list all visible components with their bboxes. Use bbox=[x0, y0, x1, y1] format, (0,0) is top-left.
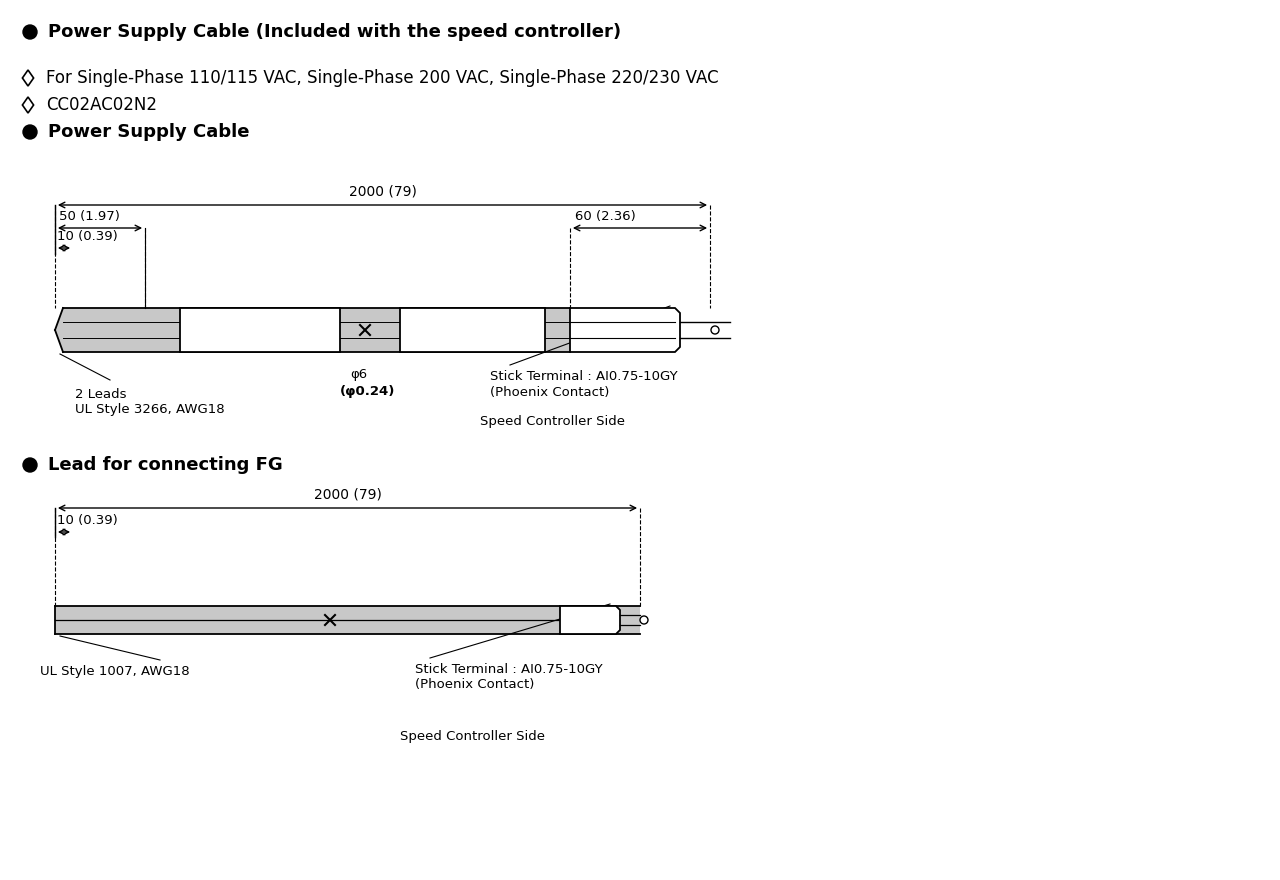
Text: UL Style 1007, AWG18: UL Style 1007, AWG18 bbox=[40, 665, 189, 678]
Circle shape bbox=[23, 125, 37, 139]
Text: Speed Controller Side: Speed Controller Side bbox=[480, 415, 625, 428]
Circle shape bbox=[710, 326, 719, 334]
Polygon shape bbox=[399, 308, 545, 352]
Polygon shape bbox=[561, 606, 620, 634]
Circle shape bbox=[23, 25, 37, 39]
Text: (φ0.24): (φ0.24) bbox=[340, 385, 396, 398]
Text: (Phoenix Contact): (Phoenix Contact) bbox=[490, 386, 609, 399]
Circle shape bbox=[640, 616, 648, 624]
Polygon shape bbox=[570, 308, 680, 352]
Text: 2000 (79): 2000 (79) bbox=[348, 184, 416, 198]
Text: Lead for connecting FG: Lead for connecting FG bbox=[49, 456, 283, 474]
Text: 2 Leads: 2 Leads bbox=[76, 388, 127, 401]
Text: 10 (0.39): 10 (0.39) bbox=[58, 230, 118, 243]
Text: CC02AC02N2: CC02AC02N2 bbox=[46, 96, 157, 114]
Text: 10 (0.39): 10 (0.39) bbox=[58, 514, 118, 527]
Text: 60 (2.36): 60 (2.36) bbox=[575, 210, 636, 223]
Polygon shape bbox=[55, 606, 640, 634]
Circle shape bbox=[23, 458, 37, 472]
Text: Speed Controller Side: Speed Controller Side bbox=[399, 730, 545, 743]
Text: (Phoenix Contact): (Phoenix Contact) bbox=[415, 678, 534, 691]
Text: Power Supply Cable (Included with the speed controller): Power Supply Cable (Included with the sp… bbox=[49, 23, 621, 41]
Text: Stick Terminal : AI0.75-10GY: Stick Terminal : AI0.75-10GY bbox=[415, 663, 603, 676]
Polygon shape bbox=[55, 308, 570, 352]
Text: 2000 (79): 2000 (79) bbox=[314, 487, 381, 501]
Polygon shape bbox=[180, 308, 340, 352]
Text: Stick Terminal : AI0.75-10GY: Stick Terminal : AI0.75-10GY bbox=[490, 370, 677, 383]
Text: φ6: φ6 bbox=[349, 368, 367, 381]
Text: Power Supply Cable: Power Supply Cable bbox=[49, 123, 250, 141]
Text: 50 (1.97): 50 (1.97) bbox=[59, 210, 120, 223]
Text: UL Style 3266, AWG18: UL Style 3266, AWG18 bbox=[76, 403, 224, 416]
Text: For Single-Phase 110/115 VAC, Single-Phase 200 VAC, Single-Phase 220/230 VAC: For Single-Phase 110/115 VAC, Single-Pha… bbox=[46, 69, 718, 87]
